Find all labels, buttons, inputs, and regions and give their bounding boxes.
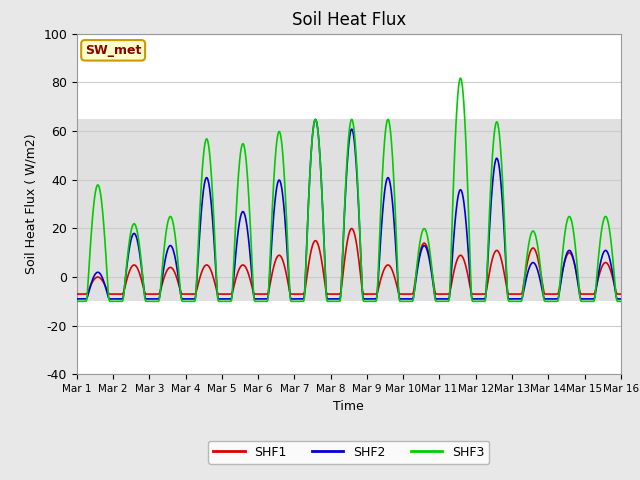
Title: Soil Heat Flux: Soil Heat Flux — [292, 11, 406, 29]
Legend: SHF1, SHF2, SHF3: SHF1, SHF2, SHF3 — [209, 441, 489, 464]
SHF2 — [194, 261, 202, 267]
SHF2 — [505, 296, 513, 301]
SHF2 — [180, 296, 188, 302]
SHF3 — [617, 299, 625, 304]
Line: SHF3: SHF3 — [77, 78, 621, 301]
SHF2 — [73, 296, 81, 302]
SHF2 — [617, 296, 625, 302]
SHF3 — [433, 299, 441, 304]
Line: SHF1: SHF1 — [77, 228, 621, 294]
SHF1 — [553, 291, 561, 297]
SHF3 — [255, 299, 262, 304]
SHF3 — [505, 298, 513, 304]
Text: SW_met: SW_met — [85, 44, 141, 57]
SHF3 — [457, 75, 465, 81]
SHF1 — [434, 291, 442, 297]
Bar — [77, 119, 621, 301]
SHF1 — [348, 226, 355, 231]
SHF1 — [505, 291, 513, 297]
SHF3 — [194, 252, 202, 258]
SHF1 — [180, 291, 188, 297]
SHF1 — [73, 291, 81, 297]
X-axis label: Time: Time — [333, 400, 364, 413]
SHF2 — [255, 296, 262, 302]
Y-axis label: Soil Heat Flux ( W/m2): Soil Heat Flux ( W/m2) — [25, 134, 38, 274]
SHF2 — [312, 117, 319, 122]
SHF3 — [180, 299, 188, 304]
SHF1 — [617, 291, 625, 297]
SHF3 — [553, 299, 561, 304]
SHF3 — [73, 299, 81, 304]
SHF2 — [434, 296, 442, 302]
SHF2 — [553, 296, 561, 302]
Line: SHF2: SHF2 — [77, 120, 621, 299]
SHF1 — [255, 291, 262, 297]
SHF1 — [194, 283, 202, 288]
